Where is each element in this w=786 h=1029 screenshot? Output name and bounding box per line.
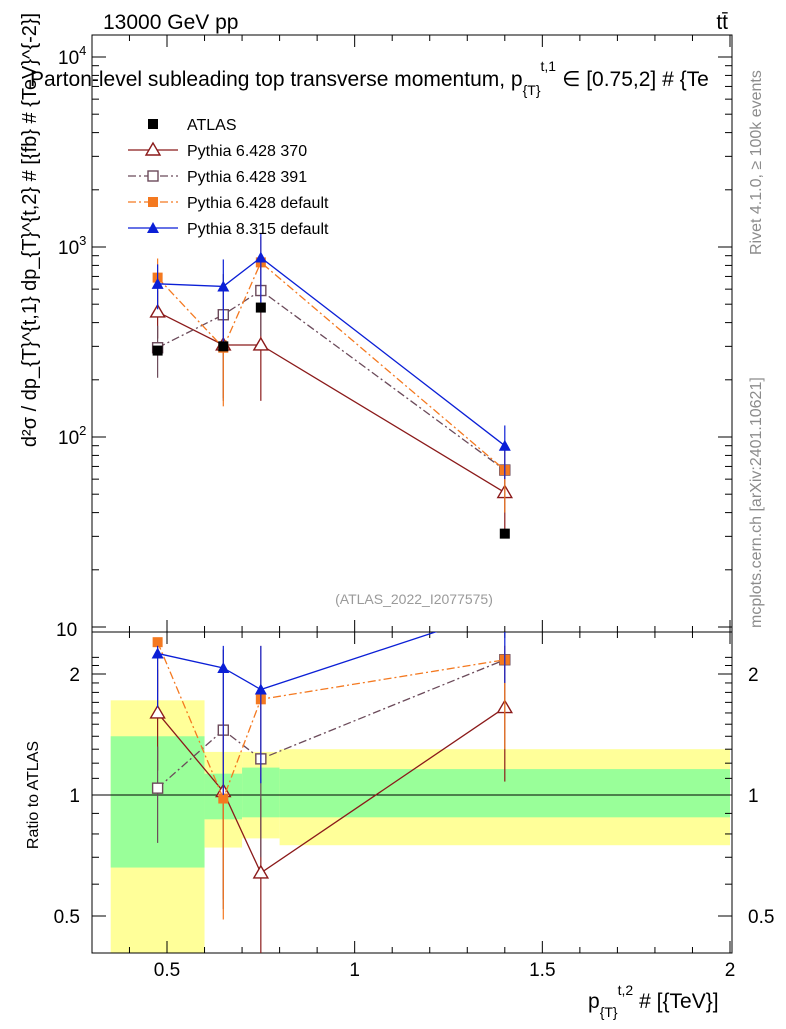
x-tick-label: 1 bbox=[349, 960, 360, 981]
header-process-label: tt̄ bbox=[716, 11, 728, 34]
y-tick-label-right: 2 bbox=[748, 665, 759, 686]
main-panel: 10 102 103 104 bbox=[56, 34, 733, 641]
legend-marker bbox=[147, 222, 159, 233]
x-axis-label: p{T}t,2 # [{TeV}] bbox=[588, 982, 719, 1020]
ratio-series bbox=[149, 603, 514, 953]
x-axis-label-main: p bbox=[588, 990, 600, 1013]
legend-marker bbox=[144, 141, 162, 156]
series-pythia-6-428-default bbox=[152, 236, 510, 513]
data-point bbox=[218, 341, 229, 352]
ratio-point bbox=[149, 704, 166, 719]
series-line-pythia-6-428-391 bbox=[157, 289, 506, 471]
series-pythia-8-315-default bbox=[151, 233, 511, 480]
legend-item-pythia-8-315-default: Pythia 8.315 default bbox=[128, 221, 329, 238]
series-pythia-6-428-370 bbox=[149, 290, 514, 532]
ratio-frame bbox=[91, 631, 733, 954]
data-point bbox=[152, 345, 163, 356]
legend-label: ATLAS bbox=[187, 117, 237, 134]
x-axis-label-tail: # [{TeV}] bbox=[639, 990, 718, 1013]
data-point bbox=[255, 302, 266, 313]
legend-marker bbox=[147, 170, 159, 182]
ratio-y-axis-label: Ratio to ATLAS bbox=[25, 741, 42, 849]
plot-title: Parton-level subleading top transverse m… bbox=[30, 58, 709, 98]
y-tick-label: 103 bbox=[58, 233, 86, 259]
y-tick-label: 1 bbox=[69, 786, 80, 807]
x-axis-ticks: 0.5 1 1.5 2 bbox=[128, 35, 736, 981]
data-point bbox=[498, 439, 511, 451]
data-point bbox=[149, 303, 166, 318]
plot-title-sub: {T} bbox=[523, 82, 541, 98]
ratio-point bbox=[252, 864, 270, 879]
legend: ATLAS Pythia 6.428 370 Pythia 6.428 391 Pyt… bbox=[128, 117, 329, 238]
legend-label: Pythia 6.428 370 bbox=[187, 143, 307, 160]
data-point bbox=[151, 277, 164, 289]
legend-item-pythia-6-428-default: Pythia 6.428 default bbox=[128, 195, 329, 212]
ratio-point bbox=[254, 683, 267, 695]
data-point bbox=[499, 528, 510, 539]
legend-marker bbox=[148, 119, 158, 129]
legend-label: Pythia 6.428 391 bbox=[187, 169, 307, 186]
legend-item-pythia-6-428-370: Pythia 6.428 370 bbox=[128, 141, 307, 160]
legend-label: Pythia 6.428 default bbox=[187, 195, 329, 212]
series-line-pythia-6-428-370 bbox=[157, 311, 506, 494]
y-tick-label: 104 bbox=[58, 43, 86, 69]
y-tick-label-right: 0.5 bbox=[748, 907, 774, 928]
plot-title-main: Parton-level subleading top transverse m… bbox=[30, 68, 523, 91]
series-atlas bbox=[152, 302, 510, 539]
ratio-line-pythia-6-428-370 bbox=[157, 707, 506, 874]
data-point bbox=[252, 336, 270, 351]
x-axis-label-sup: t,2 bbox=[618, 982, 634, 998]
analysis-watermark: (ATLAS_2022_I2077575) bbox=[335, 591, 493, 607]
y-tick-label-right: 1 bbox=[748, 786, 759, 807]
y-tick-label: 102 bbox=[58, 423, 86, 449]
header-energy-label: 13000 GeV pp bbox=[103, 11, 238, 34]
ratio-point bbox=[151, 647, 164, 659]
y-tick-label: 10 bbox=[56, 620, 77, 641]
ratio-point bbox=[152, 637, 163, 648]
ratio-panel: 0.5 1 1.5 2 0.5 0.5 1 1 2 2 bbox=[54, 35, 774, 981]
series-pythia-6-428-391 bbox=[151, 260, 511, 513]
x-tick-label: 0.5 bbox=[154, 960, 180, 981]
data-point bbox=[254, 251, 267, 263]
legend-label: Pythia 8.315 default bbox=[187, 221, 329, 238]
main-y-axis-ticks: 10 102 103 104 bbox=[56, 43, 732, 641]
x-tick-label: 2 bbox=[725, 960, 736, 981]
plot-title-sup: t,1 bbox=[541, 58, 557, 74]
ratio-point bbox=[499, 603, 511, 614]
series-line-pythia-6-428-default bbox=[157, 261, 506, 471]
main-y-axis-label: d²σ / dp_{T}^{t,1} dp_{T}^{t,2} # [{fb} … bbox=[19, 13, 41, 447]
y-tick-label: 0.5 bbox=[54, 907, 80, 928]
ratio-point bbox=[217, 661, 230, 673]
x-tick-label: 1.5 bbox=[529, 960, 555, 981]
rivet-version-label: Rivet 4.1.0, ≥ 100k events bbox=[748, 70, 765, 255]
ratio-uncertainty-bands bbox=[110, 700, 730, 953]
y-tick-label: 2 bbox=[69, 665, 80, 686]
legend-item-pythia-6-428-391: Pythia 6.428 391 bbox=[128, 169, 307, 186]
ratio-line-pythia-6-428-391 bbox=[157, 659, 506, 789]
ratio-point bbox=[218, 793, 229, 804]
legend-marker bbox=[148, 197, 158, 207]
data-point bbox=[217, 280, 230, 292]
main-series bbox=[149, 233, 514, 539]
plot-title-tail: ∈ [0.75,2] # {Te bbox=[562, 68, 709, 91]
x-axis-label-sub: {T} bbox=[600, 1004, 618, 1020]
ratio-y-axis-ticks: 0.5 0.5 1 1 2 2 bbox=[54, 656, 774, 928]
series-line-pythia-8-315-default bbox=[157, 256, 506, 447]
source-reference-label: mcplots.cern.ch [arXiv:2401.10621] bbox=[748, 377, 765, 628]
ratio-line-pythia-8-315-default bbox=[157, 632, 438, 691]
ratio-series-pythia-8-315-default bbox=[151, 603, 511, 795]
ratio-point bbox=[151, 782, 164, 794]
ratio-line-pythia-6-428-default bbox=[157, 641, 505, 801]
legend-item-atlas: ATLAS bbox=[148, 117, 237, 134]
